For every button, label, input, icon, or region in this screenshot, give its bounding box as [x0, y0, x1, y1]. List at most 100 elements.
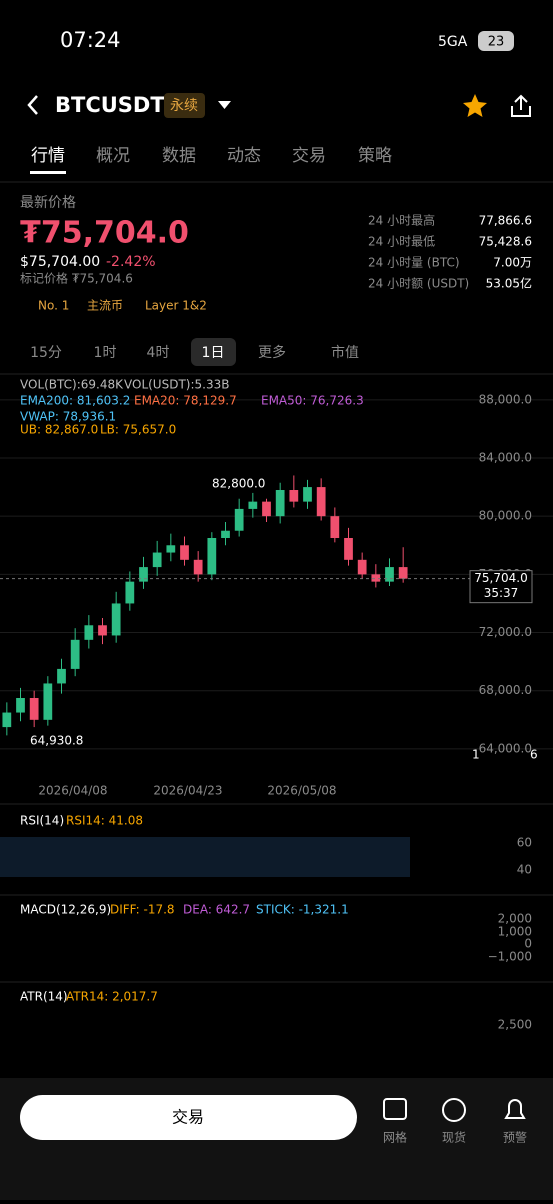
- interval[interactable]: 15分: [30, 345, 62, 361]
- y-tick-label: 68,000.0: [479, 683, 532, 697]
- tab[interactable]: 策略: [358, 146, 392, 166]
- legend-ema20: EMA20: 78,129.7: [134, 394, 237, 408]
- candle-body: [193, 559, 203, 575]
- candle-body: [248, 501, 258, 509]
- price-label: 最新价格: [20, 195, 76, 211]
- candle-body: [330, 516, 340, 538]
- stat-value: 7.00万: [493, 256, 532, 270]
- candle-body: [398, 567, 408, 579]
- tab[interactable]: 动态: [227, 146, 261, 166]
- last-price: ₮75,704.0: [20, 216, 189, 251]
- macd-tick: −1,000: [488, 950, 532, 964]
- candle-body: [152, 552, 162, 568]
- macd-tick: 0: [524, 937, 532, 951]
- y-tick-label: 84,000.0: [479, 451, 532, 465]
- mark-price: 标记价格 ₮75,704.6: [20, 271, 133, 286]
- macd-tick: 2,000: [498, 912, 532, 926]
- spot-tool[interactable]: 现货: [442, 1130, 466, 1145]
- grid-tool[interactable]: 网格: [383, 1130, 407, 1145]
- network: 5GA: [438, 34, 468, 50]
- badge[interactable]: 1: [472, 748, 480, 762]
- grid-icon: [383, 1098, 407, 1120]
- candle-body: [70, 639, 80, 669]
- candle-body: [357, 559, 367, 575]
- price-tag: 75,704.0: [474, 571, 527, 585]
- candle-body: [180, 545, 189, 560]
- candle-body: [125, 581, 135, 604]
- candle-body: [303, 487, 312, 502]
- y-tick-label: 80,000.0: [479, 509, 532, 523]
- tab[interactable]: 概况: [96, 146, 130, 166]
- macd-title: MACD(12,26,9): [20, 903, 111, 917]
- rsi-tick: 40: [517, 863, 532, 877]
- countdown: 35:37: [484, 586, 519, 600]
- legend-lb: LB: 75,657.0: [100, 423, 176, 437]
- change: -2.42%: [106, 254, 156, 270]
- candle-body: [57, 668, 66, 684]
- badge[interactable]: 6: [530, 748, 538, 762]
- tag: 永续: [170, 97, 198, 114]
- rsi-tick: 60: [517, 836, 532, 850]
- interval-selected: [191, 338, 236, 366]
- candle-body: [385, 567, 394, 582]
- y-tick-label: 72,000.0: [479, 625, 532, 639]
- tab[interactable]: 数据: [162, 146, 196, 166]
- macd-dea: DEA: 642.7: [183, 903, 250, 917]
- rsi-value: RSI14: 41.08: [66, 814, 143, 828]
- legend-ub: UB: 82,867.0: [20, 423, 98, 437]
- candle-body: [84, 625, 94, 640]
- interval[interactable]: 1日: [202, 345, 225, 361]
- rank-tag: No. 1: [38, 299, 69, 313]
- candle-body: [316, 487, 326, 517]
- candle-body: [139, 567, 148, 582]
- legend-vol_btc: VOL(BTC):69.48K: [20, 378, 124, 392]
- interval[interactable]: 市值: [331, 344, 359, 361]
- favorite[interactable]: [463, 94, 487, 117]
- macd-diff: DIFF: -17.8: [110, 903, 175, 917]
- legend-vwap: VWAP: 78,936.1: [20, 410, 116, 424]
- share[interactable]: [511, 94, 531, 117]
- stat-label: 24 小时额 (USDT): [368, 277, 469, 291]
- tab[interactable]: 交易: [292, 146, 326, 166]
- interval[interactable]: 4时: [147, 345, 170, 361]
- stat-label: 24 小时最高: [368, 213, 435, 228]
- trade-label: 交易: [172, 1108, 204, 1127]
- trade-button[interactable]: [20, 1095, 357, 1140]
- battery-level: 23: [488, 35, 505, 50]
- macd-stick: STICK: -1,321.1: [256, 903, 349, 917]
- candle-body: [2, 712, 12, 728]
- candle-body: [289, 490, 299, 502]
- symbol[interactable]: BTCUSDT: [55, 93, 165, 117]
- tab[interactable]: 行情: [31, 146, 65, 166]
- candle-body: [234, 508, 244, 531]
- legend-ema200: EMA200: 81,603.2: [20, 394, 130, 408]
- legend-vol_usdt: VOL(USDT):5.33B: [124, 378, 229, 392]
- interval[interactable]: 1时: [94, 345, 117, 361]
- back[interactable]: [27, 95, 38, 115]
- y-tick-label: 64,000.0: [479, 741, 532, 755]
- layer-tag: Layer 1&2: [145, 299, 207, 313]
- macd-tick: 1,000: [498, 925, 532, 939]
- alert-icon: [504, 1099, 526, 1119]
- x-tick-label: 2026/04/23: [153, 784, 222, 798]
- x-tick-label: 2026/04/08: [38, 784, 107, 798]
- atr-value: ATR14: 2,017.7: [66, 990, 158, 1004]
- candle-body: [43, 683, 53, 720]
- interval[interactable]: 更多: [258, 344, 286, 361]
- candle-body: [344, 538, 353, 560]
- candle-body: [371, 574, 381, 582]
- tag-bg: [164, 93, 205, 118]
- candle-body: [16, 698, 25, 713]
- atr-tick: 2,500: [498, 1018, 532, 1032]
- candle-body: [98, 625, 107, 636]
- alert-tool[interactable]: 预警: [503, 1130, 527, 1145]
- candle-body: [221, 530, 230, 538]
- rsi-title: RSI(14): [20, 814, 64, 828]
- dropdown[interactable]: [218, 101, 231, 109]
- stat-value: 75,428.6: [479, 235, 532, 249]
- stat-label: 24 小时量 (BTC): [368, 256, 460, 270]
- price-tag-bg: [469, 570, 533, 604]
- stat-value: 53.05亿: [486, 276, 532, 291]
- category-tag: 主流币: [87, 299, 123, 313]
